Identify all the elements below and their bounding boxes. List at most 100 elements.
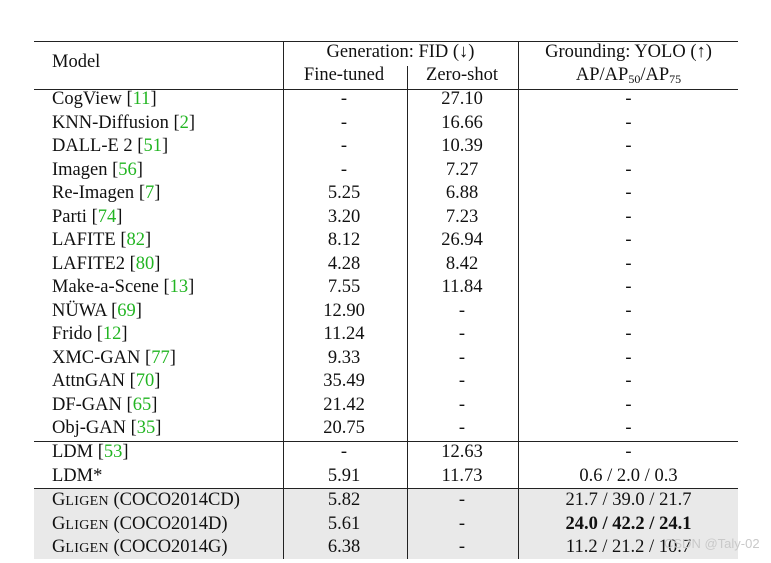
finetuned-fid: 35.49	[323, 371, 365, 391]
finetuned-fid: 5.61	[327, 513, 361, 534]
model-name: KNN-Diffusion [2]	[52, 112, 196, 133]
finetuned-fid: 9.33	[327, 347, 361, 368]
model-name: XMC-GAN [77]	[52, 347, 176, 368]
finetuned-fid: -	[340, 89, 348, 109]
finetuned-fid: -	[340, 159, 348, 180]
yolo-ap: -	[625, 112, 632, 133]
header-grounding: Grounding: YOLO (↑)	[545, 42, 712, 62]
model-name: AttnGAN [70]	[52, 371, 161, 391]
zeroshot-fid: 7.23	[445, 206, 479, 227]
col-divider-3	[518, 41, 519, 559]
header-zeroshot: Zero-shot	[426, 65, 498, 85]
model-name: Parti [74]	[52, 206, 123, 227]
zeroshot-fid: 16.66	[441, 112, 483, 133]
model-name: CogView [11]	[52, 89, 157, 109]
model-name: Re-Imagen [7]	[52, 183, 161, 203]
zeroshot-fid: -	[458, 300, 466, 321]
model-name: DALL-E 2 [51]	[52, 136, 169, 156]
citation-link[interactable]: 13	[169, 277, 189, 297]
zeroshot-fid: -	[458, 537, 466, 557]
finetuned-fid: 3.20	[327, 206, 361, 227]
citation-link[interactable]: 2	[179, 112, 189, 133]
zeroshot-fid: 26.94	[441, 230, 483, 250]
citation-link[interactable]: 80	[135, 253, 155, 274]
zeroshot-fid: 6.88	[445, 183, 479, 203]
finetuned-fid: 6.38	[327, 537, 361, 557]
mid-rule-1	[34, 441, 738, 442]
citation-link[interactable]: 74	[97, 206, 117, 227]
yolo-ap: -	[625, 347, 632, 368]
header-model: Model	[52, 52, 101, 72]
header-generation: Generation: FID (↓)	[326, 42, 475, 62]
zeroshot-fid: 7.27	[445, 159, 479, 180]
zeroshot-fid: 8.42	[445, 253, 479, 274]
finetuned-fid: 20.75	[323, 418, 365, 438]
yolo-ap: -	[625, 159, 632, 180]
citation-link[interactable]: 11	[132, 89, 151, 109]
col-divider-1	[283, 41, 284, 559]
citation-link[interactable]: 7	[144, 183, 155, 203]
zeroshot-fid: -	[458, 490, 466, 510]
finetuned-fid: 5.82	[327, 490, 361, 510]
model-name: GLIGEN (COCO2014G)	[52, 537, 228, 557]
gligen-highlight	[34, 488, 738, 559]
yolo-ap: -	[625, 371, 632, 391]
top-rule	[34, 41, 738, 42]
finetuned-fid: 4.28	[327, 253, 361, 274]
zeroshot-fid: 12.63	[441, 442, 483, 462]
zeroshot-fid: -	[458, 371, 466, 391]
header-finetuned: Fine-tuned	[303, 65, 385, 85]
citation-link[interactable]: 82	[126, 230, 146, 250]
zeroshot-fid: 27.10	[441, 89, 483, 109]
citation-link[interactable]: 77	[151, 347, 170, 368]
model-name: GLIGEN (COCO2014D)	[52, 513, 228, 534]
model-name: LDM*	[52, 465, 103, 486]
model-name: Frido [12]	[52, 324, 128, 344]
finetuned-fid: 5.91	[327, 465, 361, 486]
model-name: NÜWA [69]	[52, 300, 142, 321]
finetuned-fid: 7.55	[327, 277, 361, 297]
finetuned-fid: -	[340, 136, 348, 156]
citation-link[interactable]: 69	[117, 300, 136, 321]
yolo-ap: -	[625, 300, 632, 321]
yolo-ap: -	[625, 442, 632, 462]
model-name: LAFITE2 [80]	[52, 253, 161, 274]
yolo-ap: -	[625, 183, 632, 203]
yolo-ap: -	[625, 394, 632, 415]
yolo-ap: -	[625, 324, 632, 344]
yolo-ap: 0.6 / 2.0 / 0.3	[579, 465, 678, 486]
yolo-ap: -	[625, 136, 632, 156]
citation-link[interactable]: 51	[143, 136, 162, 156]
citation-link[interactable]: 65	[132, 394, 152, 415]
yolo-ap: -	[625, 230, 632, 250]
finetuned-fid: -	[340, 442, 348, 462]
citation-link[interactable]: 53	[103, 442, 123, 462]
finetuned-fid: 12.90	[323, 300, 365, 321]
citation-link[interactable]: 70	[135, 371, 155, 391]
yolo-ap: 24.0 / 42.2 / 24.1	[565, 513, 692, 534]
yolo-ap: -	[625, 89, 632, 109]
zeroshot-fid: 10.39	[441, 136, 483, 156]
watermark: CSDN @Taly-02	[664, 536, 760, 551]
zeroshot-fid: 11.84	[441, 277, 483, 297]
model-name: LAFITE [82]	[52, 230, 152, 250]
zeroshot-fid: -	[458, 418, 466, 438]
zeroshot-fid: -	[458, 324, 466, 344]
yolo-ap: -	[625, 418, 632, 438]
yolo-ap: 21.7 / 39.0 / 21.7	[565, 490, 692, 510]
header-ap: AP/AP50/AP75	[575, 65, 682, 86]
model-name: Imagen [56]	[52, 159, 143, 180]
header-rule	[34, 89, 738, 90]
yolo-ap: -	[625, 253, 632, 274]
finetuned-fid: 8.12	[327, 230, 361, 250]
citation-link[interactable]: 56	[118, 159, 137, 180]
citation-link[interactable]: 12	[102, 324, 122, 344]
zeroshot-fid: 11.73	[441, 465, 483, 486]
mid-rule-2	[34, 488, 738, 489]
citation-link[interactable]: 35	[136, 418, 156, 438]
finetuned-fid: 11.24	[323, 324, 365, 344]
model-name: Obj-GAN [35]	[52, 418, 162, 438]
finetuned-fid: 21.42	[323, 394, 365, 415]
model-name: DF-GAN [65]	[52, 394, 158, 415]
model-name: GLIGEN (COCO2014CD)	[52, 490, 240, 510]
